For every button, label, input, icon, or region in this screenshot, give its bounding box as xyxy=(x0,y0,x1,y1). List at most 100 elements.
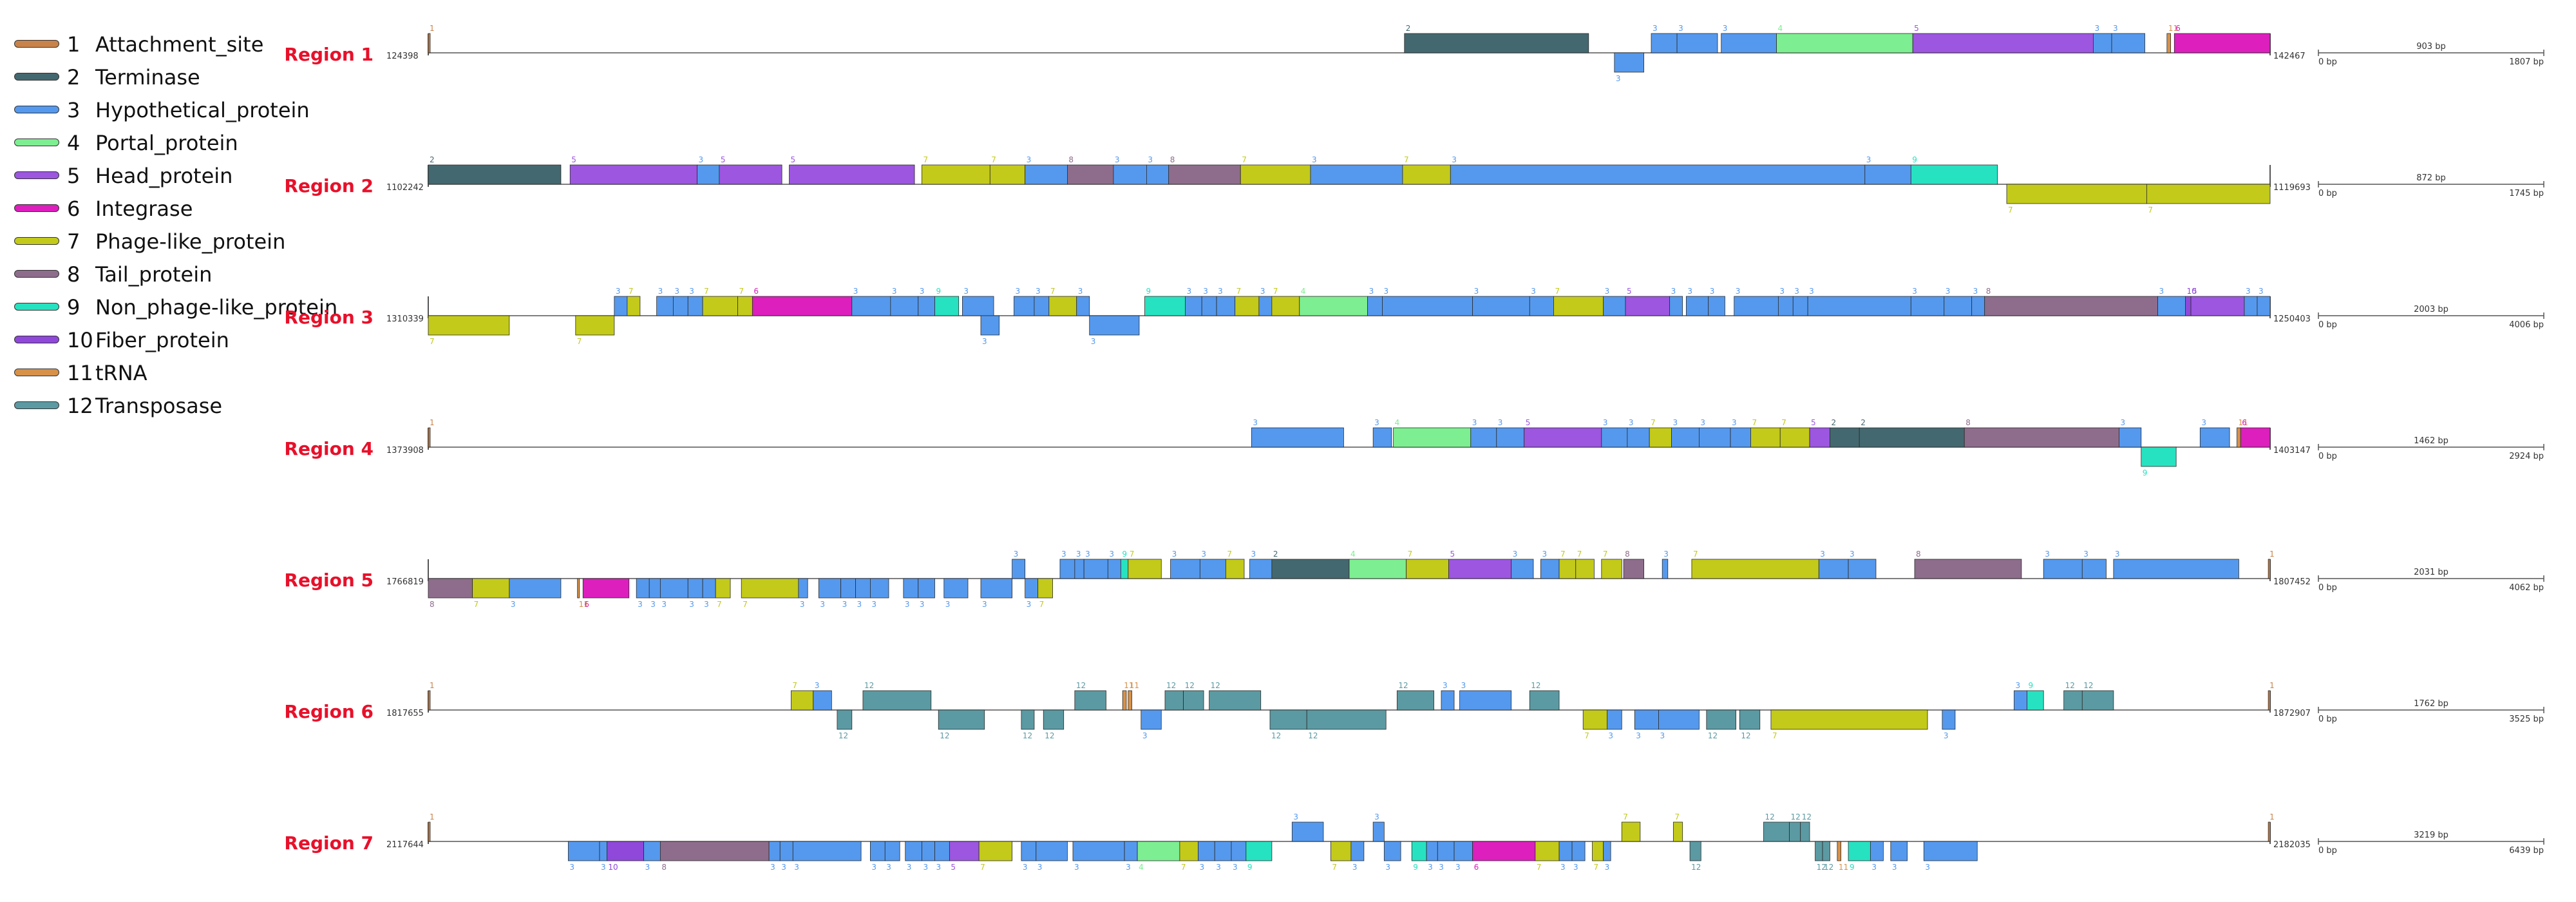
gene-type-label: 1 xyxy=(2269,812,2275,821)
gene-type-label: 3 xyxy=(1142,731,1148,740)
gene-type-label: 3 xyxy=(945,600,951,609)
gene-type-label: 3 xyxy=(1673,418,1678,427)
gene-type-label: 3 xyxy=(1293,812,1298,821)
legend-name: Hypothetical_protein xyxy=(95,98,310,122)
gene-box xyxy=(1012,559,1026,579)
gene-box xyxy=(569,164,697,185)
scale-bar-start-label: 0 bp xyxy=(2318,320,2337,330)
gene-type-label: 3 xyxy=(820,600,825,609)
gene-type-label: 3 xyxy=(1455,863,1461,872)
gene-box xyxy=(428,690,431,711)
gene-type-label: 8 xyxy=(1625,550,1630,559)
gene-type-label: 7 xyxy=(1594,863,1599,872)
gene-box xyxy=(1706,709,1737,730)
gene-box xyxy=(1128,690,1132,711)
gene-type-label: 3 xyxy=(569,863,574,872)
gene-box xyxy=(1944,296,1973,316)
gene-type-label: 3 xyxy=(2259,287,2264,296)
gene-box xyxy=(1067,164,1114,185)
gene-box xyxy=(649,578,661,599)
gene-type-label: 3 xyxy=(1186,287,1191,296)
legend-swatch xyxy=(14,40,59,48)
gene-box xyxy=(1601,559,1622,579)
gene-type-label: 3 xyxy=(1126,863,1131,872)
gene-type-label: 9 xyxy=(936,287,942,296)
gene-type-label: 3 xyxy=(1014,550,1019,559)
gene-box xyxy=(582,578,630,599)
gene-type-label: 7 xyxy=(923,155,928,164)
gene-box xyxy=(1014,296,1035,316)
gene-box xyxy=(2014,690,2027,711)
gene-box xyxy=(636,578,650,599)
gene-type-label: 8 xyxy=(430,600,435,609)
gene-type-label: 7 xyxy=(1242,155,1247,164)
gene-type-label: 3 xyxy=(1201,550,1206,559)
gene-type-label: 7 xyxy=(1651,418,1656,427)
gene-box xyxy=(1330,841,1352,861)
gene-box xyxy=(1789,821,1801,842)
gene-type-label: 3 xyxy=(1233,863,1238,872)
gene-box xyxy=(1621,821,1641,842)
gene-type-label: 3 xyxy=(1809,287,1814,296)
legend-label: 1 Attachment_site xyxy=(67,28,263,61)
gene-type-label: 3 xyxy=(892,287,897,296)
gene-box xyxy=(2190,296,2245,316)
gene-box xyxy=(837,709,853,730)
scale-bar-label: 2003 bp xyxy=(2414,305,2448,314)
gene-box xyxy=(1912,33,2094,53)
legend-swatch xyxy=(14,171,59,179)
gene-box xyxy=(1059,559,1075,579)
gene-box xyxy=(905,841,922,861)
gene-box xyxy=(1529,690,1560,711)
gene-box xyxy=(1122,690,1127,711)
legend-swatch xyxy=(14,139,59,146)
gene-type-label: 3 xyxy=(650,600,656,609)
scale-bar-end-label: 4006 bp xyxy=(2509,320,2544,330)
gene-type-label: 2 xyxy=(1861,418,1866,427)
gene-box xyxy=(741,578,799,599)
gene-box xyxy=(934,841,950,861)
gene-type-label: 12 xyxy=(1271,731,1281,740)
gene-box xyxy=(2166,33,2171,53)
gene-type-label: 7 xyxy=(1273,287,1278,296)
legend-number: 6 xyxy=(67,197,80,221)
gene-type-label: 7 xyxy=(1693,550,1698,559)
gene-type-label: 3 xyxy=(699,155,704,164)
gene-box xyxy=(428,33,431,53)
region-end-coordinate: 1403147 xyxy=(2273,446,2311,456)
gene-type-label: 3 xyxy=(1076,550,1081,559)
gene-type-label: 7 xyxy=(1332,863,1337,872)
legend-swatch xyxy=(14,270,59,278)
gene-box xyxy=(1198,841,1215,861)
gene-box xyxy=(1372,821,1385,842)
gene-box xyxy=(1529,296,1554,316)
gene-box xyxy=(1809,427,1830,448)
gene-type-label: 3 xyxy=(2115,550,2120,559)
gene-type-label: 3 xyxy=(1850,550,1855,559)
gene-box xyxy=(779,841,793,861)
gene-box xyxy=(1910,296,1945,316)
gene-box xyxy=(962,296,994,316)
gene-type-label: 7 xyxy=(739,287,744,296)
gene-box xyxy=(1685,296,1709,316)
gene-type-label: 3 xyxy=(1573,863,1578,872)
region-start-coordinate: 2117644 xyxy=(386,840,424,850)
gene-type-label: 5 xyxy=(571,155,576,164)
gene-box xyxy=(791,690,814,711)
gene-box xyxy=(1037,578,1053,599)
gene-type-label: 11 xyxy=(579,600,589,609)
gene-box xyxy=(1349,559,1407,579)
region-label: Region 5 xyxy=(284,570,374,591)
gene-box xyxy=(1739,709,1761,730)
gene-type-label: 12 xyxy=(1817,863,1826,872)
gene-box xyxy=(2027,690,2044,711)
gene-type-label: 3 xyxy=(1251,550,1256,559)
gene-type-label: 12 xyxy=(1765,812,1775,821)
gene-box xyxy=(1043,709,1065,730)
gene-type-label: 3 xyxy=(1513,550,1518,559)
gene-box xyxy=(1669,296,1683,316)
region-label: Region 7 xyxy=(284,832,374,854)
gene-box xyxy=(599,841,607,861)
gene-type-label: 7 xyxy=(577,337,582,346)
gene-type-label: 3 xyxy=(1925,863,1930,872)
